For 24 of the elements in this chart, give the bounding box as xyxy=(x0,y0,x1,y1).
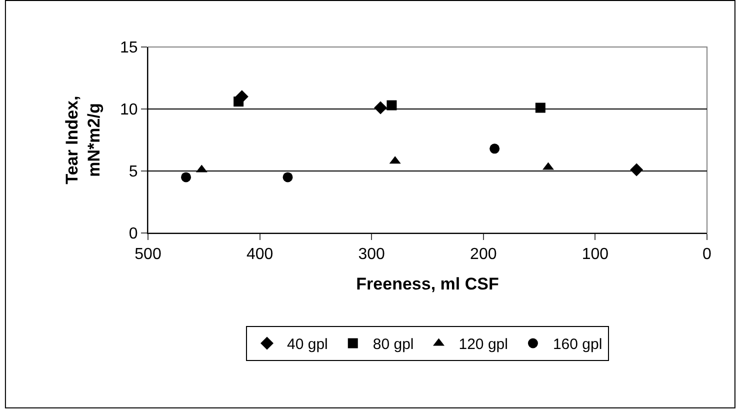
point xyxy=(630,163,644,176)
point xyxy=(282,172,293,182)
legend-label: 120 gpl xyxy=(458,336,508,354)
point xyxy=(181,172,192,182)
legend-label: 40 gpl xyxy=(287,336,328,354)
y-tick-label: 5 xyxy=(128,164,138,181)
point xyxy=(386,100,397,110)
x-tick-label: 200 xyxy=(470,246,497,264)
point xyxy=(535,102,546,113)
legend-label: 80 gpl xyxy=(372,336,414,354)
x-tick-label: 0 xyxy=(702,246,712,264)
x-tick-label: 500 xyxy=(134,246,162,264)
point xyxy=(490,144,500,154)
point xyxy=(234,96,244,107)
y-axis-title: Tear Index, mN*m2/g xyxy=(62,96,104,184)
x-tick-label: 300 xyxy=(358,246,386,264)
legend-label: 160 gpl xyxy=(552,336,602,354)
point xyxy=(374,101,388,114)
x-tick-label: 100 xyxy=(582,246,609,264)
x-axis-title: Freeness, ml CSF xyxy=(356,274,499,294)
y-tick-label: 15 xyxy=(120,40,138,57)
x-tick-label: 400 xyxy=(246,246,274,264)
y-tick-label: 0 xyxy=(128,226,138,243)
y-tick-label: 10 xyxy=(120,102,138,119)
